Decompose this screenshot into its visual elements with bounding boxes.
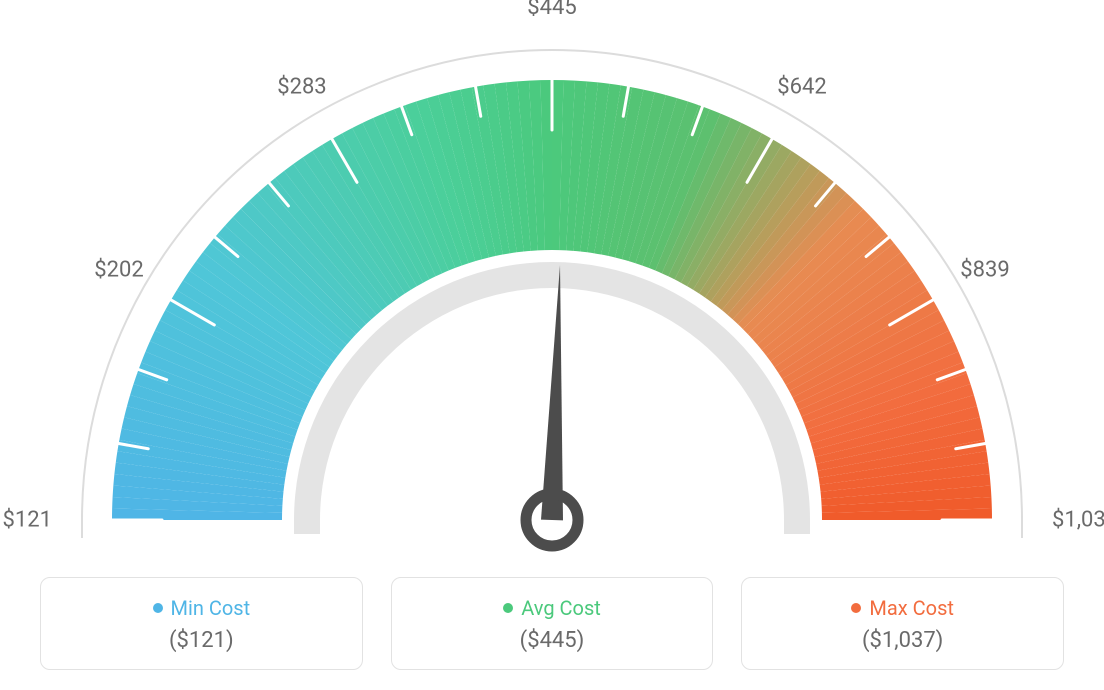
gauge-tick-label: $445 [527,0,576,20]
gauge-svg [0,20,1104,580]
avg-cost-card: Avg Cost ($445) [391,577,714,670]
gauge-chart: $121 $202 $283 $445 $642 $839 $1,037 [0,0,1104,560]
card-value: ($1,037) [762,628,1043,653]
card-title: Max Cost [869,596,954,620]
gauge-tick-label: $202 [94,257,143,282]
card-value: ($445) [412,628,693,653]
gauge-tick-label: $642 [777,75,826,100]
card-title: Min Cost [171,596,251,620]
card-title: Avg Cost [521,596,601,620]
dot-icon [153,603,163,613]
gauge-tick-label: $1,037 [1052,508,1104,533]
gauge-tick-label: $121 [3,508,52,533]
dot-icon [503,603,513,613]
gauge-tick-label: $283 [277,75,326,100]
card-title-row: Avg Cost [412,596,693,620]
min-cost-card: Min Cost ($121) [40,577,363,670]
card-value: ($121) [61,628,342,653]
gauge-tick-label: $839 [960,257,1009,282]
summary-cards: Min Cost ($121) Avg Cost ($445) Max Cost… [40,577,1064,670]
card-title-row: Min Cost [61,596,342,620]
dot-icon [851,603,861,613]
card-title-row: Max Cost [762,596,1043,620]
max-cost-card: Max Cost ($1,037) [741,577,1064,670]
